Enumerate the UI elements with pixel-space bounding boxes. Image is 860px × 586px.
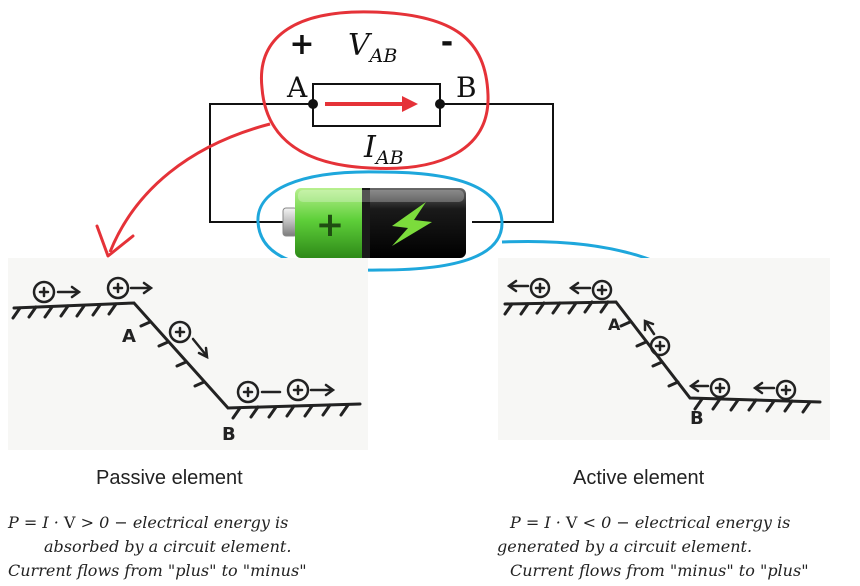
- passive-sketch: A B: [8, 258, 368, 450]
- passive-formula-line2: absorbed by a circuit element.: [44, 537, 292, 556]
- voltage-label: VAB: [348, 28, 397, 67]
- passive-line3-from: "plus": [167, 561, 217, 580]
- node-b-label: B: [456, 71, 477, 104]
- active-formula-rhs: < 0 − electrical energy is: [577, 513, 791, 532]
- node-a-label: A: [286, 71, 308, 104]
- active-line3-mid: to: [733, 561, 760, 580]
- passive-formula-lhs: P = I ·: [8, 513, 64, 532]
- active-sketch: A B: [498, 258, 830, 440]
- passive-point-a: A: [122, 326, 136, 347]
- red-arrow-head: [95, 224, 135, 258]
- active-formula-line2: generated by a circuit element.: [497, 537, 753, 556]
- circuit-wires: [209, 103, 554, 223]
- current-arrow: [325, 96, 418, 112]
- current-main: I: [363, 130, 377, 165]
- passive-formula-line3: Current flows from "plus" to "minus": [8, 560, 307, 582]
- blue-highlight-loop: [256, 170, 504, 272]
- node-a-dot: [308, 99, 318, 109]
- active-formula-line3: Current flows from "minus" to "plus": [510, 560, 809, 582]
- passive-formula-v: V: [63, 513, 76, 532]
- voltage-main: V: [348, 28, 373, 63]
- active-line3-to: "plus": [759, 561, 809, 580]
- active-line3-pre: Current flows from: [510, 561, 670, 580]
- current-sub: AB: [374, 147, 404, 169]
- lightning-bolt-icon: [392, 202, 432, 246]
- voltage-sub: AB: [368, 45, 398, 67]
- node-b-dot: [435, 99, 445, 109]
- active-point-a: A: [608, 315, 621, 334]
- passive-line3-mid: to: [216, 561, 243, 580]
- active-element-title: Active element: [573, 467, 705, 489]
- passive-formula-line1: P = I · V > 0 − electrical energy is: [8, 512, 288, 534]
- minus-sign: -: [441, 25, 453, 60]
- passive-line3-pre: Current flows from: [8, 561, 168, 580]
- passive-element-title: Passive element: [96, 467, 243, 489]
- red-arrow-curve: [108, 122, 271, 253]
- battery-icon: +: [282, 188, 466, 258]
- active-line3-from: "minus": [669, 561, 734, 580]
- battery-plus-sign: +: [316, 205, 345, 245]
- active-formula-lhs: P = I ·: [510, 513, 566, 532]
- passive-point-b: B: [222, 424, 236, 445]
- active-formula-line1: P = I · V < 0 − electrical energy is: [510, 512, 790, 534]
- plus-sign: +: [289, 27, 314, 62]
- active-formula-v: V: [565, 513, 578, 532]
- red-highlight-loop: [259, 10, 490, 170]
- passive-formula-rhs: > 0 − electrical energy is: [75, 513, 289, 532]
- active-point-b: B: [690, 408, 704, 429]
- passive-line3-to: "minus": [242, 561, 307, 580]
- current-label: IAB: [363, 130, 404, 169]
